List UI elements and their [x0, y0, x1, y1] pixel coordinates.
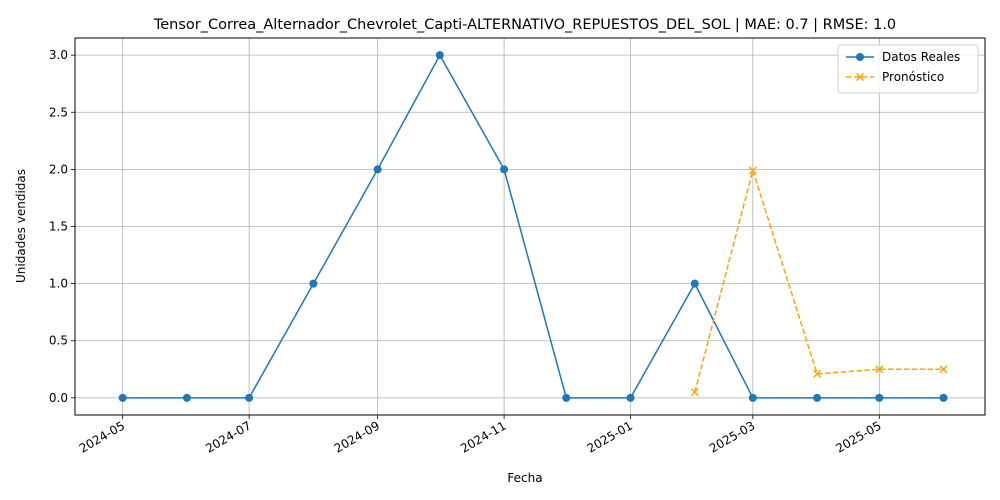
series-layer — [118, 51, 948, 402]
series-forecast — [690, 166, 948, 397]
data-point — [435, 51, 444, 60]
data-point — [813, 369, 822, 378]
data-point — [309, 279, 318, 288]
y-tick-label: 1.5 — [49, 220, 68, 234]
data-point — [118, 393, 127, 402]
legend-marker — [856, 53, 864, 61]
y-tick-label: 0.5 — [49, 334, 68, 348]
series-actual — [118, 51, 948, 402]
data-point — [690, 388, 699, 397]
series-line — [122, 53, 944, 399]
data-point — [182, 393, 191, 402]
data-point — [875, 393, 884, 402]
data-point — [813, 393, 822, 402]
data-point — [939, 393, 948, 402]
data-point — [748, 393, 757, 402]
data-point — [939, 365, 948, 374]
y-tick-label: 3.0 — [49, 48, 68, 62]
data-point — [373, 165, 382, 174]
legend-marker — [855, 72, 865, 82]
y-tick-label: 2.5 — [49, 105, 68, 119]
y-tick-label: 2.0 — [49, 162, 68, 176]
legend-label: Pronóstico — [882, 70, 944, 84]
chart-title: Tensor_Correa_Alternador_Chevrolet_Capti… — [153, 17, 896, 33]
series-line — [694, 167, 944, 393]
y-axis-label: Unidades vendidas — [14, 169, 28, 283]
data-point — [500, 165, 509, 174]
data-point — [875, 365, 884, 374]
legend-label: Datos Reales — [882, 50, 960, 64]
data-point — [626, 393, 635, 402]
y-tick-label: 1.0 — [49, 277, 68, 291]
data-point — [748, 166, 757, 175]
data-point — [690, 279, 699, 288]
x-axis-label: Fecha — [507, 471, 542, 485]
y-tick-label: 0.0 — [49, 391, 68, 405]
data-point — [562, 393, 571, 402]
data-point — [245, 393, 254, 402]
legend: Datos Reales Pronóstico — [837, 44, 979, 94]
